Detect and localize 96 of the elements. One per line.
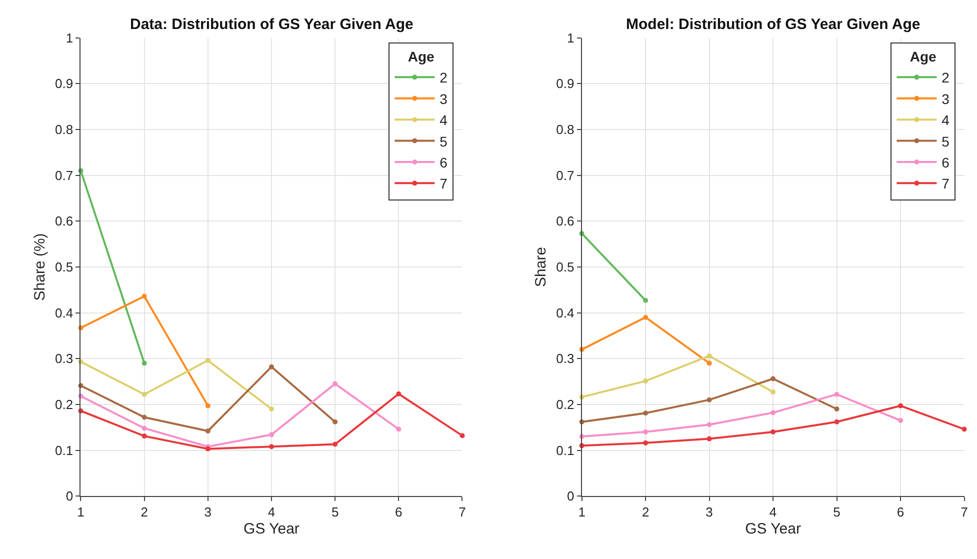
chart-title: Data: Distribution of GS Year Given Age [130, 16, 414, 33]
legend-title: Age [408, 48, 435, 65]
y-tick-label: 0.1 [55, 442, 74, 458]
point [770, 376, 776, 382]
point [770, 390, 776, 395]
legend-label: 2 [942, 70, 950, 86]
x-tick-label: 2 [140, 504, 148, 520]
x-tick-label: 6 [395, 504, 402, 520]
x-axis-title: GS Year [244, 520, 300, 538]
y-tick-label: 0.9 [55, 76, 74, 92]
y-tick-label: 0.9 [556, 76, 574, 92]
point [834, 392, 840, 397]
legend-label: 3 [440, 90, 448, 107]
legend-label: 6 [440, 154, 448, 170]
point [643, 298, 648, 303]
x-axis-title: GS Year [745, 520, 801, 538]
chart-title: Model: Distribution of GS Year Given Age [626, 16, 920, 33]
x-tick-label: 5 [833, 504, 840, 520]
y-tick-label: 0.4 [556, 305, 574, 320]
y-tick-label: 0.4 [55, 305, 74, 320]
legend-label: 2 [440, 70, 448, 86]
point [898, 403, 904, 408]
legend-label: 4 [440, 112, 448, 128]
point [332, 419, 338, 424]
point [142, 414, 147, 420]
x-tick-label: 1 [77, 504, 84, 520]
legend-label: 7 [942, 176, 950, 192]
x-tick-label: 3 [706, 504, 713, 520]
point [142, 392, 147, 397]
legend-label: 6 [942, 154, 950, 170]
point [643, 429, 648, 434]
y-tick-label: 0 [566, 488, 574, 504]
x-tick-label: 7 [458, 504, 466, 520]
legend-label: 5 [942, 133, 950, 150]
point [834, 406, 840, 412]
point [770, 410, 776, 416]
y-tick-label: 0.7 [55, 168, 74, 183]
legend-label: 5 [440, 133, 448, 150]
x-tick-label: 7 [960, 504, 968, 520]
point [706, 422, 712, 428]
y-tick-label: 0 [66, 488, 74, 504]
x-tick-label: 1 [578, 504, 586, 520]
y-tick-label: 0.5 [55, 259, 74, 274]
point [706, 353, 712, 358]
y-tick-label: 0.3 [556, 351, 574, 366]
point [142, 434, 147, 439]
y-tick-label: 0.1 [556, 442, 574, 458]
point [268, 364, 274, 370]
x-tick-label: 4 [268, 504, 276, 520]
y-axis-title: Share [532, 246, 550, 287]
point [268, 432, 274, 438]
y-tick-label: 0.6 [55, 214, 74, 229]
point [332, 381, 338, 386]
x-tick-label: 2 [642, 504, 650, 520]
y-tick-label: 0.5 [556, 259, 574, 274]
y-axis-title: Share (%) [31, 233, 48, 301]
y-tick-label: 0.2 [55, 396, 74, 412]
point [205, 403, 210, 408]
point [205, 428, 210, 434]
point [643, 378, 648, 384]
point [706, 397, 712, 402]
y-tick-label: 0.8 [55, 122, 74, 138]
point [706, 436, 712, 442]
point [396, 426, 402, 432]
point [962, 426, 967, 432]
point [396, 391, 402, 396]
y-tick-label: 0.6 [556, 214, 574, 229]
y-tick-label: 0.8 [556, 122, 574, 138]
point [142, 294, 147, 299]
x-tick-label: 4 [769, 504, 777, 520]
y-tick-label: 0.3 [55, 351, 74, 366]
y-tick-label: 1 [566, 30, 574, 46]
point [643, 440, 648, 446]
point [643, 410, 648, 416]
legend-label: 7 [440, 176, 448, 192]
point [460, 433, 465, 438]
point [332, 442, 338, 447]
point [268, 444, 274, 450]
legend-title: Age [910, 48, 937, 65]
y-tick-label: 0.7 [556, 168, 574, 183]
y-tick-label: 0.2 [556, 396, 574, 412]
legend-label: 3 [942, 90, 950, 107]
point [898, 418, 904, 423]
point [770, 429, 776, 434]
point [142, 426, 147, 431]
point [205, 358, 210, 363]
point [268, 406, 274, 412]
x-tick-label: 3 [204, 504, 212, 520]
point [706, 360, 712, 366]
x-tick-label: 5 [331, 504, 339, 520]
point [834, 419, 840, 424]
x-tick-label: 6 [896, 504, 904, 520]
point [142, 360, 147, 366]
point [643, 314, 648, 320]
legend-label: 4 [942, 112, 950, 128]
y-tick-label: 1 [66, 30, 74, 46]
